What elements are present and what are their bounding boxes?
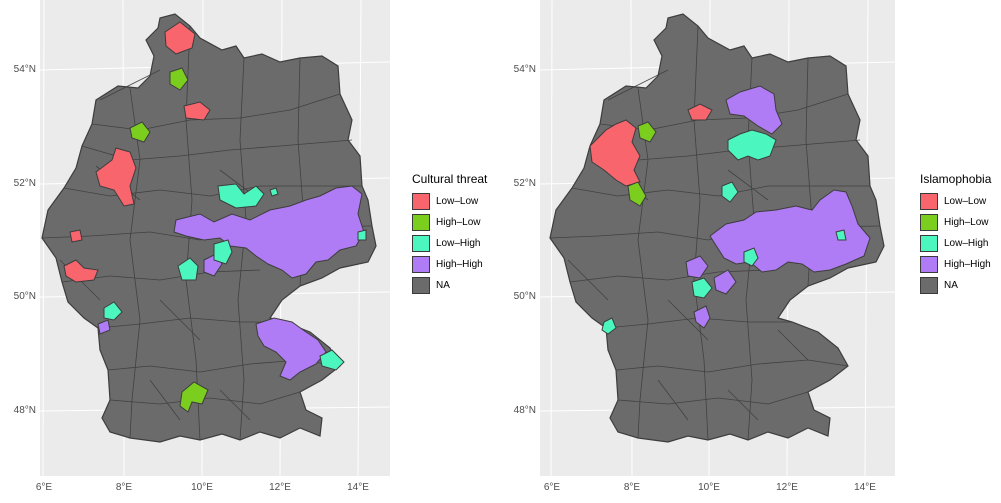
cluster-high-high [685,255,709,279]
cluster-low-high [177,257,199,281]
cluster-high-high [713,269,737,295]
x-tick-label: 10°E [698,482,720,493]
cluster-low-high [357,229,367,241]
legend-item: NA [412,276,487,295]
cluster-low-high [213,239,233,265]
x-tick-label: 12°E [269,482,291,493]
cluster-high-low [169,67,189,91]
legend-label: High–Low [944,217,989,228]
legend-item: Low–Low [412,192,487,211]
cluster-low-high [727,129,777,161]
cluster-low-low [63,259,99,283]
legend-key-low-high [412,235,430,252]
legend-label: High–High [436,259,483,270]
x-tick-label: 8°E [115,482,133,493]
legend-label: Low–Low [944,196,987,207]
cluster-low-high [835,229,847,241]
map-islamophobia [539,0,896,477]
y-tick-label: 52°N [13,178,36,189]
x-tick-label: 12°E [776,482,798,493]
legend-title: Islamophobia [920,172,992,186]
legend-label: High–Low [436,217,481,228]
legend-key-high-high [412,256,430,273]
x-tick-label: 10°E [191,482,213,493]
cluster-low-low [69,229,83,243]
cluster-high-high [97,319,111,335]
cluster-high-high [725,85,783,135]
cluster-low-high [721,181,739,203]
clusters [63,21,367,413]
x-tick-label: 14°E [347,482,369,493]
legend-label: Low–High [436,238,481,249]
y-tick-label: 54°N [513,64,536,75]
cluster-low-high [691,277,713,299]
legend-label: High–High [944,259,991,270]
legend-item: Low–High [412,234,487,253]
x-tick-label: 6°E [35,482,53,493]
legend-title: Cultural threat [412,172,488,186]
cluster-high-low [129,121,151,143]
cluster-high-low [627,181,647,207]
legend-key-na [920,277,938,294]
cluster-high-low [179,381,209,413]
x-tick-label: 8°E [623,482,641,493]
legend-cultural-threat: Cultural threat Low–Low High–Low Low–Hig… [412,172,487,297]
map-cultural-threat [39,0,391,477]
cluster-low-high [319,349,345,371]
legend-label: Low–High [944,238,989,249]
legend-item: High–High [920,255,991,274]
legend-key-high-low [920,214,938,231]
x-tick-label: 6°E [543,482,561,493]
legend-key-high-low [412,214,430,231]
legend-key-low-low [412,193,430,210]
y-tick-label: 50°N [13,291,36,302]
cluster-high-high [693,305,711,329]
x-tick-label: 14°E [854,482,876,493]
cluster-low-high [601,317,617,335]
y-tick-label: 52°N [513,178,536,189]
cluster-low-low [164,21,196,55]
cluster-low-high [269,187,279,197]
cluster-low-high [743,247,759,267]
legend-label: NA [944,280,958,291]
y-tick-label: 48°N [13,405,36,416]
legend-item: High–High [412,255,487,274]
germany-shape [549,13,885,443]
cluster-low-high [103,301,123,321]
legend-label: Low–Low [436,196,479,207]
legend-key-low-low [920,193,938,210]
clusters [589,85,871,335]
map-panel-cultural-threat: 54°N 52°N 50°N 48°N 6°E 8°E 10°E 12°E 14… [0,0,500,503]
legend-key-na [412,277,430,294]
legend-item: High–Low [920,213,991,232]
legend-key-high-high [920,256,938,273]
cluster-low-high [217,183,265,209]
cluster-high-low [637,121,657,143]
cluster-low-low [589,119,641,187]
y-tick-label: 54°N [13,64,36,75]
cluster-high-high [255,317,327,381]
legend-key-low-high [920,235,938,252]
y-tick-label: 48°N [513,405,536,416]
legend-label: NA [436,280,450,291]
legend-item: NA [920,276,991,295]
cluster-low-low [687,103,713,121]
cluster-low-low [95,147,137,207]
legend-item: High–Low [412,213,487,232]
cluster-low-low [183,101,211,121]
map-panel-islamophobia: 54°N 52°N 50°N 48°N 6°E 8°E 10°E 12°E 14… [500,0,1001,503]
legend-islamophobia: Islamophobia Low–Low High–Low Low–High H… [920,172,991,297]
y-tick-label: 50°N [513,291,536,302]
legend-item: Low–Low [920,192,991,211]
legend-item: Low–High [920,234,991,253]
